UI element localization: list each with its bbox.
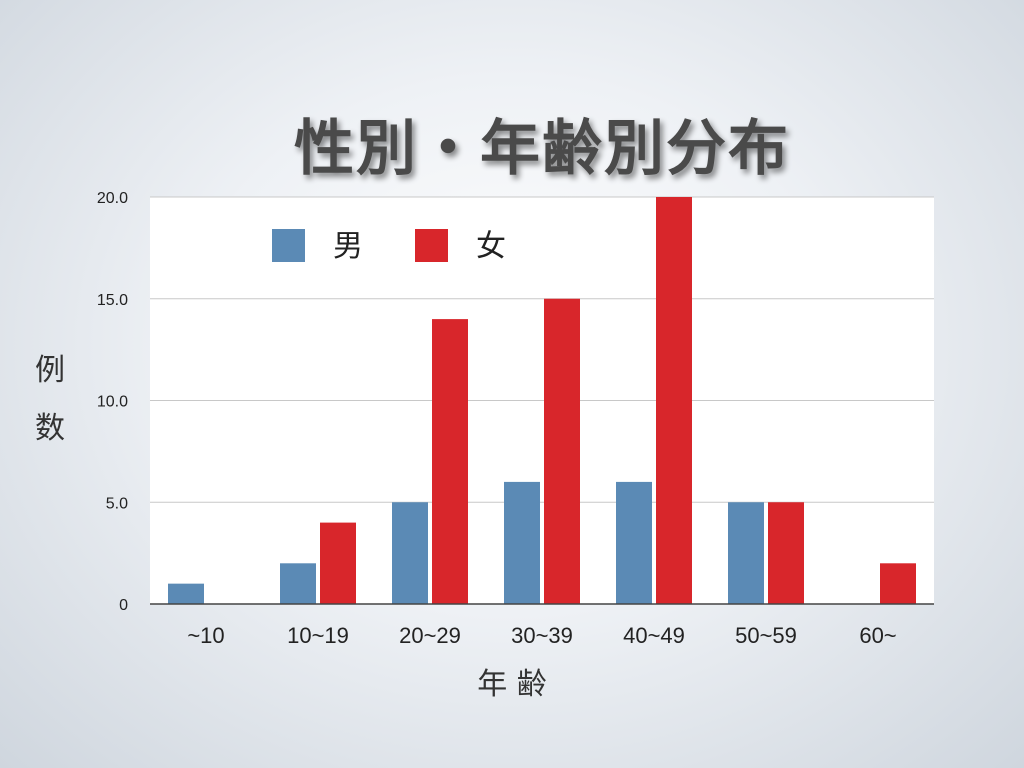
y-tick-label: 15.0 (97, 292, 128, 309)
x-tick-label: 40~49 (623, 623, 685, 648)
bar-male (168, 583, 204, 604)
y-tick-label: 0 (119, 597, 128, 614)
x-tick-label: 30~39 (511, 623, 573, 648)
y-tick-label: 20.0 (97, 190, 128, 207)
bar-female (320, 522, 356, 604)
y-axis-title-char-2: 数 (35, 411, 65, 446)
bar-male (280, 563, 316, 604)
bars (168, 197, 916, 604)
bar-male (728, 502, 764, 604)
legend-swatch-female (415, 229, 448, 262)
x-axis-title: 年 齢 (477, 667, 547, 702)
legend: 男 女 (272, 229, 506, 264)
y-tick-label: 10.0 (97, 394, 128, 411)
slide-title: 性別・年齢別分布 (294, 114, 790, 184)
x-tick-label: 20~29 (399, 623, 461, 648)
x-tick-label: 50~59 (735, 623, 797, 648)
y-tick-labels: 20.0 15.0 10.0 5.0 0 (97, 190, 128, 614)
bar-female (880, 563, 916, 604)
bar-male (504, 481, 540, 604)
x-tick-label: 60~ (859, 623, 896, 648)
bar-male (616, 481, 652, 604)
bar-female (432, 319, 468, 604)
bar-female (768, 502, 804, 604)
bar-male (392, 502, 428, 604)
x-tick-label: 10~19 (287, 623, 349, 648)
legend-label-male: 男 (333, 229, 363, 264)
legend-label-female: 女 (476, 229, 506, 264)
bar-female (656, 197, 692, 604)
x-tick-labels: ~10 10~19 20~29 30~39 40~49 50~59 60~ (187, 623, 896, 648)
x-tick-label: ~10 (187, 623, 224, 648)
legend-swatch-male (272, 229, 305, 262)
y-tick-label: 5.0 (106, 495, 128, 512)
y-axis-title-char-1: 例 (35, 353, 65, 388)
bar-female (544, 298, 580, 604)
